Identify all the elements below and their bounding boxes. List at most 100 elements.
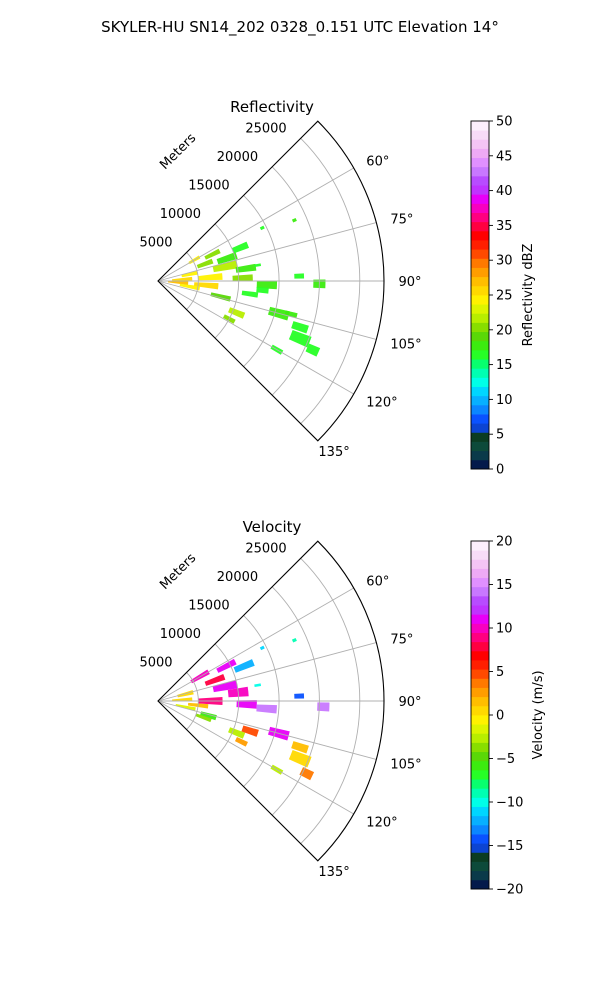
colorbar-swatch [471, 595, 489, 606]
reflectivity-azimuth-ticks: 60° 75° 90° 105° 120° 135° [318, 155, 421, 460]
colorbar-tick-label: 40 [496, 184, 513, 199]
radar-cell [291, 741, 309, 754]
reflectivity-colorbar: 0 5 10 15 20 25 30 35 40 45 50 [470, 115, 513, 478]
azimuth-gridline [157, 167, 354, 282]
colorbar-swatch [471, 669, 489, 679]
colorbar-swatch [471, 788, 489, 798]
radar-cell [168, 281, 189, 285]
azimuth-tick-label: 135° [318, 445, 349, 460]
radial-tick-label: 10000 [160, 627, 201, 642]
colorbar-swatch [471, 623, 489, 633]
colorbar-tick-label: 30 [496, 254, 513, 269]
sector-frame [157, 540, 385, 862]
colorbar-swatch [471, 696, 489, 707]
radar-cell [241, 290, 259, 298]
azimuth-tick-label: 105° [390, 757, 421, 772]
radar-cell [259, 225, 265, 231]
azimuth-gridline [157, 280, 354, 395]
reflectivity-radial-ticks: 5000 10000 15000 20000 25000 [139, 121, 286, 250]
azimuth-gridline [157, 642, 377, 702]
colorbar-tick-label: 5 [496, 665, 504, 680]
colorbar-swatch [471, 687, 489, 698]
colorbar-tick-label: −10 [496, 796, 523, 811]
radar-cell [256, 281, 278, 290]
colorbar-swatch [471, 368, 489, 378]
radar-cell [228, 727, 246, 739]
colorbar-swatch [471, 258, 489, 268]
radar-cell [233, 659, 255, 673]
reflectivity-panel: Reflectivity Meters 5000 10000 15000 20000 2… [139, 98, 536, 478]
azimuth-tick-label: 120° [366, 395, 397, 410]
radar-cell [231, 241, 250, 254]
colorbar-swatch [471, 797, 489, 807]
velocity-radial-ticks: 5000 10000 15000 20000 25000 [139, 541, 286, 670]
colorbar-swatch [471, 313, 489, 323]
azimuth-tick-label: 60° [366, 155, 389, 170]
azimuth-tick-label: 60° [366, 575, 389, 590]
colorbar-swatch [471, 861, 489, 872]
radar-cell [204, 248, 221, 260]
colorbar-tick-label: −5 [496, 752, 515, 767]
radar-cell [288, 330, 312, 348]
colorbar-swatch [471, 852, 489, 862]
colorbar-swatch [471, 185, 489, 195]
colorbar-swatch [471, 660, 489, 670]
azimuth-gridline [157, 700, 377, 760]
colorbar-swatch [471, 724, 489, 734]
colorbar-swatch [471, 221, 489, 232]
colorbar-swatch [471, 632, 489, 643]
colorbar-swatch [471, 541, 489, 551]
colorbar-swatch [471, 175, 489, 186]
colorbar-swatch [471, 240, 489, 250]
colorbar-swatch [471, 203, 489, 213]
radar-cell [317, 702, 330, 712]
colorbar-tick-label: 15 [496, 358, 513, 373]
velocity-colorbar: −20 −15 −10 −5 0 5 10 15 20 [470, 535, 523, 898]
azimuth-gridline [157, 700, 354, 815]
colorbar-swatch [471, 550, 489, 560]
colorbar-swatch [471, 157, 489, 168]
colorbar-swatch [471, 139, 489, 149]
colorbar-swatch [471, 377, 489, 387]
azimuth-gridline [157, 222, 377, 282]
colorbar-swatch [471, 194, 489, 204]
colorbar-tick-label: −20 [496, 883, 523, 898]
colorbar-swatch [471, 230, 489, 241]
colorbar-swatch [471, 414, 489, 424]
velocity-panel: Velocity Meters 5000 10000 15000 20000 25000… [139, 518, 546, 898]
colorbar-swatch [471, 733, 489, 743]
colorbar-swatch [471, 559, 489, 569]
radar-cell [172, 697, 193, 701]
colorbar-swatch [471, 568, 489, 579]
colorbar-swatch [471, 404, 489, 415]
radar-cell [288, 750, 312, 768]
radar-cell [254, 263, 262, 267]
radar-cell [256, 287, 269, 294]
radar-cell [216, 252, 238, 265]
colorbar-swatch [471, 148, 489, 159]
radar-cell [299, 767, 315, 781]
sector-frame [157, 120, 385, 442]
colorbar-swatch [471, 586, 489, 597]
colorbar-tick-label: 20 [496, 323, 513, 338]
radar-cell [234, 736, 248, 747]
radar-cell [236, 700, 257, 709]
velocity-title: Velocity [243, 518, 302, 536]
radar-cell [291, 218, 297, 223]
radial-tick-label: 15000 [188, 598, 229, 613]
radar-cell [181, 270, 198, 278]
colorbar-tick-label: 0 [496, 463, 504, 478]
radar-cell [235, 263, 257, 273]
colorbar-swatch [471, 322, 489, 333]
radial-tick-label: 5000 [139, 235, 172, 250]
colorbar-swatch [471, 779, 489, 789]
colorbar-swatch [471, 386, 489, 397]
velocity-radial-label: Meters [157, 551, 199, 593]
colorbar-swatch [471, 605, 489, 615]
colorbar-swatch [471, 650, 489, 661]
azimuth-gridline [157, 587, 354, 702]
colorbar-swatch [471, 423, 489, 433]
colorbar-swatch [471, 834, 489, 844]
reflectivity-radial-label: Meters [157, 131, 199, 173]
